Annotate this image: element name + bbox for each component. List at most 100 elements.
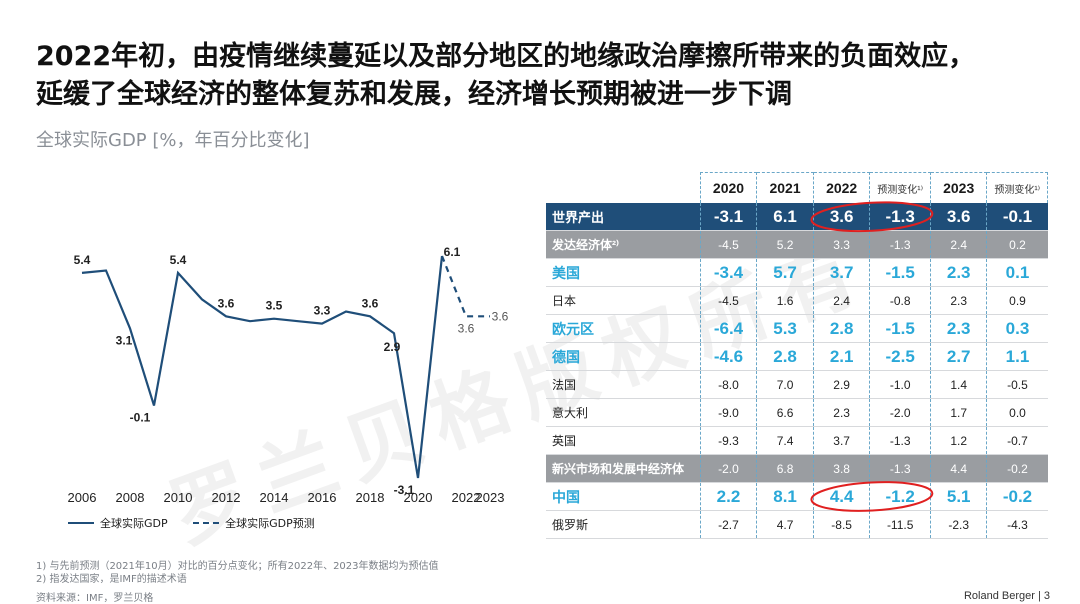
x-tick-label: 2010 <box>164 490 193 505</box>
value-cell: 1.6 <box>756 286 814 315</box>
value-cell: 2.2 <box>699 482 757 511</box>
value-cell: 2.4 <box>812 286 870 315</box>
value-cell: -2.3 <box>929 510 987 539</box>
value-cell: 3.8 <box>812 454 870 483</box>
data-label: 3.5 <box>266 299 283 313</box>
row-label: 意大利 <box>552 406 589 420</box>
value-cell: -2.0 <box>869 398 931 427</box>
data-label: 2.9 <box>384 340 401 354</box>
value-cell: -6.4 <box>699 314 757 343</box>
value-cell: 1.7 <box>929 398 987 427</box>
value-cell: 6.8 <box>756 454 814 483</box>
value-cell: -9.0 <box>699 398 757 427</box>
header-cell: 2023 <box>929 172 988 203</box>
value-cell: 1.2 <box>929 426 987 455</box>
table-row: 意大利 -9.0 6.6 2.3 -2.0 1.7 0.0 <box>546 398 1048 427</box>
table-row: 俄罗斯 -2.7 4.7 -8.5 -11.5 -2.3 -4.3 <box>546 510 1048 539</box>
row-label: 新兴市场和发展中经济体 <box>546 454 701 483</box>
data-label: 3.6 <box>492 309 509 323</box>
value-cell: 1.1 <box>986 342 1048 371</box>
value-cell: 7.0 <box>756 370 814 399</box>
value-cell: -0.1 <box>986 203 1048 231</box>
value-cell: 5.7 <box>756 258 814 287</box>
title-line-2: 延缓了全球经济的整体复苏和发展，经济增长预期被进一步下调 <box>36 79 792 110</box>
table-row: 日本 -4.5 1.6 2.4 -0.8 2.3 0.9 <box>546 286 1048 315</box>
value-cell: -0.2 <box>986 482 1048 511</box>
value-cell: 3.6 <box>929 203 987 231</box>
value-cell: 3.7 <box>812 426 870 455</box>
table-row: 法国 -8.0 7.0 2.9 -1.0 1.4 -0.5 <box>546 370 1048 399</box>
page-title: 2022年初，由疫情继续蔓延以及部分地区的地缘政治摩擦所带来的负面效应， 延缓了… <box>36 38 1056 114</box>
value-cell: -1.0 <box>869 370 931 399</box>
brand-footer: Roland Berger | 3 <box>963 590 1050 602</box>
table-row: 中国 2.2 8.1 4.4 -1.2 5.1 -0.2 <box>546 482 1048 511</box>
legend-dashed-line <box>193 522 220 524</box>
value-cell: 2.4 <box>929 230 987 259</box>
value-cell: 6.1 <box>756 203 814 231</box>
value-cell: 0.2 <box>986 230 1048 259</box>
row-label: 法国 <box>552 378 577 392</box>
value-cell: -2.7 <box>699 510 757 539</box>
table-row: 德国 -4.6 2.8 2.1 -2.5 2.7 1.1 <box>546 342 1048 371</box>
value-cell: 5.2 <box>756 230 814 259</box>
value-cell: 2.9 <box>812 370 870 399</box>
data-label: -3.1 <box>394 483 415 497</box>
table-row: 发达经济体²⁾ -4.5 5.2 3.3 -1.3 2.4 0.2 <box>546 230 1048 259</box>
data-label: 3.6 <box>218 296 235 310</box>
value-cell: -0.2 <box>986 454 1048 483</box>
value-cell: -2.5 <box>869 342 931 371</box>
row-label: 发达经济体²⁾ <box>546 230 701 259</box>
value-cell: 2.3 <box>929 314 987 343</box>
value-cell: -11.5 <box>869 510 931 539</box>
legend-actual-label: 全球实际GDP <box>100 517 168 530</box>
value-cell: -0.7 <box>986 426 1048 455</box>
row-label: 中国 <box>552 488 580 505</box>
data-label: 3.3 <box>314 304 331 318</box>
value-cell: 2.3 <box>929 258 987 287</box>
title-line-1: 2022年初，由疫情继续蔓延以及部分地区的地缘政治摩擦所带来的负面效应， <box>36 41 976 72</box>
value-cell: -3.1 <box>699 203 757 231</box>
value-cell: 3.3 <box>812 230 870 259</box>
page-number: 3 <box>1043 590 1050 602</box>
data-label: 5.4 <box>74 253 91 267</box>
header-cell: 预测变化¹⁾ <box>986 172 1048 203</box>
value-cell: 0.0 <box>986 398 1048 427</box>
value-cell: -1.5 <box>869 258 931 287</box>
data-label: 6.1 <box>444 245 461 259</box>
value-cell: 1.4 <box>929 370 987 399</box>
legend-solid-line <box>68 522 94 524</box>
value-cell: -4.6 <box>699 342 757 371</box>
value-cell: 2.8 <box>756 342 814 371</box>
forecast-series-line <box>440 255 490 318</box>
gdp-forecast-table: 2020 2021 2022 预测变化¹⁾ 2023 预测变化¹⁾ 世界产出 -3.1 6.1 3… <box>546 172 1048 539</box>
value-cell: 3.6 <box>812 203 870 231</box>
value-cell: -1.3 <box>869 454 931 483</box>
value-cell: 0.3 <box>986 314 1048 343</box>
value-cell: 5.3 <box>756 314 814 343</box>
x-tick-label: 2022 <box>452 490 481 505</box>
x-tick-label: 2020 <box>404 490 433 505</box>
value-cell: 2.3 <box>812 398 870 427</box>
x-tick-label: 2012 <box>212 490 241 505</box>
value-cell: -3.4 <box>699 258 757 287</box>
value-cell: 4.4 <box>812 482 870 511</box>
legend-forecast-label: 全球实际GDP预测 <box>225 517 315 530</box>
value-cell: -0.5 <box>986 370 1048 399</box>
x-tick-label: 2018 <box>356 490 385 505</box>
value-cell: 8.1 <box>756 482 814 511</box>
table-row: 欧元区 -6.4 5.3 2.8 -1.5 2.3 0.3 <box>546 314 1048 343</box>
x-tick-label: 2006 <box>68 490 97 505</box>
value-cell: 2.1 <box>812 342 870 371</box>
value-cell: 4.7 <box>756 510 814 539</box>
value-cell: -1.3 <box>869 203 931 231</box>
value-cell: 2.7 <box>929 342 987 371</box>
chart-subtitle: 全球实际GDP [%，年百分比变化] <box>36 130 310 151</box>
value-cell: 6.6 <box>756 398 814 427</box>
value-cell: -8.5 <box>812 510 870 539</box>
value-cell: 5.1 <box>929 482 987 511</box>
source-note: 资料来源：IMF，罗兰贝格 <box>36 593 154 604</box>
value-cell: 0.1 <box>986 258 1048 287</box>
row-label: 欧元区 <box>552 320 594 337</box>
table-row: 英国 -9.3 7.4 3.7 -1.3 1.2 -0.7 <box>546 426 1048 455</box>
value-cell: -1.3 <box>869 426 931 455</box>
